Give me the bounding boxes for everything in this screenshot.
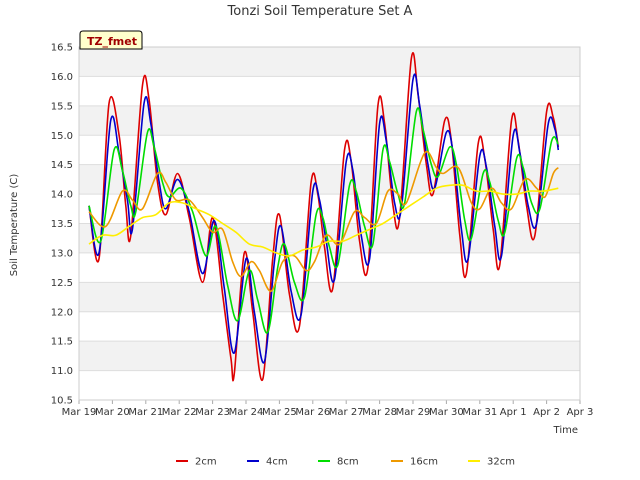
y-tick-label: 14.5 bbox=[51, 160, 73, 171]
legend-label: 16cm bbox=[410, 457, 438, 468]
x-tick-label: Mar 28 bbox=[362, 407, 397, 418]
x-tick-label: Apr 3 bbox=[567, 407, 594, 418]
y-tick-label: 12.5 bbox=[51, 278, 73, 289]
y-tick-label: 15.5 bbox=[51, 101, 73, 112]
background-bands bbox=[79, 47, 580, 371]
y-tick-label: 16.0 bbox=[51, 72, 73, 83]
legend-item-16cm: 16cm bbox=[391, 457, 438, 468]
x-tick-label: Mar 21 bbox=[128, 407, 163, 418]
legend-item-32cm: 32cm bbox=[468, 457, 515, 468]
legend-label: 8cm bbox=[337, 457, 359, 468]
y-axis-label: Soil Temperature (C) bbox=[9, 174, 20, 277]
grid-band bbox=[79, 47, 580, 77]
legend-item-2cm: 2cm bbox=[176, 457, 217, 468]
y-tick-label: 16.5 bbox=[51, 43, 73, 54]
y-tick-label: 14.0 bbox=[51, 190, 73, 201]
x-tick-label: Mar 24 bbox=[229, 407, 264, 418]
grid-band bbox=[79, 105, 580, 136]
series-line-4cm bbox=[88, 73, 560, 364]
legend-label: 32cm bbox=[487, 457, 515, 468]
y-tick-label: 12.0 bbox=[51, 307, 73, 318]
y-tick-label: 13.5 bbox=[51, 219, 73, 230]
x-tick-label: Mar 27 bbox=[329, 407, 364, 418]
x-axis-label: Time bbox=[553, 425, 578, 436]
y-tick-label: 13.0 bbox=[51, 248, 73, 259]
chart-title: Tonzi Soil Temperature Set A bbox=[227, 4, 413, 19]
legend-label: 2cm bbox=[195, 457, 217, 468]
legend-item-4cm: 4cm bbox=[247, 457, 288, 468]
badge-text: TZ_fmet bbox=[87, 35, 137, 48]
plot-frame bbox=[78, 46, 581, 401]
y-tick-labels: 10.5 11.0 11.5 12.0 12.5 13.0 13.5 14.0 14.5 15.0… bbox=[51, 43, 73, 407]
x-tick-label: Mar 31 bbox=[462, 407, 497, 418]
x-tick-label: Apr 2 bbox=[533, 407, 560, 418]
x-tick-label: Mar 26 bbox=[295, 407, 330, 418]
legend-label: 4cm bbox=[266, 457, 288, 468]
x-tick-label: Mar 23 bbox=[195, 407, 230, 418]
x-tick-label: Mar 19 bbox=[62, 407, 97, 418]
y-tick-label: 11.0 bbox=[51, 366, 73, 377]
y-tick-label: 10.5 bbox=[51, 396, 73, 407]
badge: TZ_fmet bbox=[79, 30, 143, 50]
x-tick-label: Mar 25 bbox=[262, 407, 297, 418]
grid-band bbox=[79, 341, 580, 371]
y-tick-label: 11.5 bbox=[51, 337, 73, 348]
series-line-2cm bbox=[88, 52, 560, 382]
x-tick-label: Mar 20 bbox=[95, 407, 130, 418]
legend: 2cm 4cm 8cm 16cm 32cm bbox=[176, 457, 515, 468]
x-tick-label: Apr 1 bbox=[500, 407, 527, 418]
x-tick-label: Mar 30 bbox=[429, 407, 464, 418]
series-line-16cm bbox=[88, 150, 559, 292]
legend-item-8cm: 8cm bbox=[318, 457, 359, 468]
series-lines bbox=[88, 52, 560, 382]
x-tick-label: Mar 22 bbox=[162, 407, 197, 418]
series-line-8cm bbox=[88, 107, 559, 334]
series-line-32cm bbox=[88, 183, 559, 257]
y-tick-label: 15.0 bbox=[51, 131, 73, 142]
x-tick-label: Mar 29 bbox=[396, 407, 431, 418]
